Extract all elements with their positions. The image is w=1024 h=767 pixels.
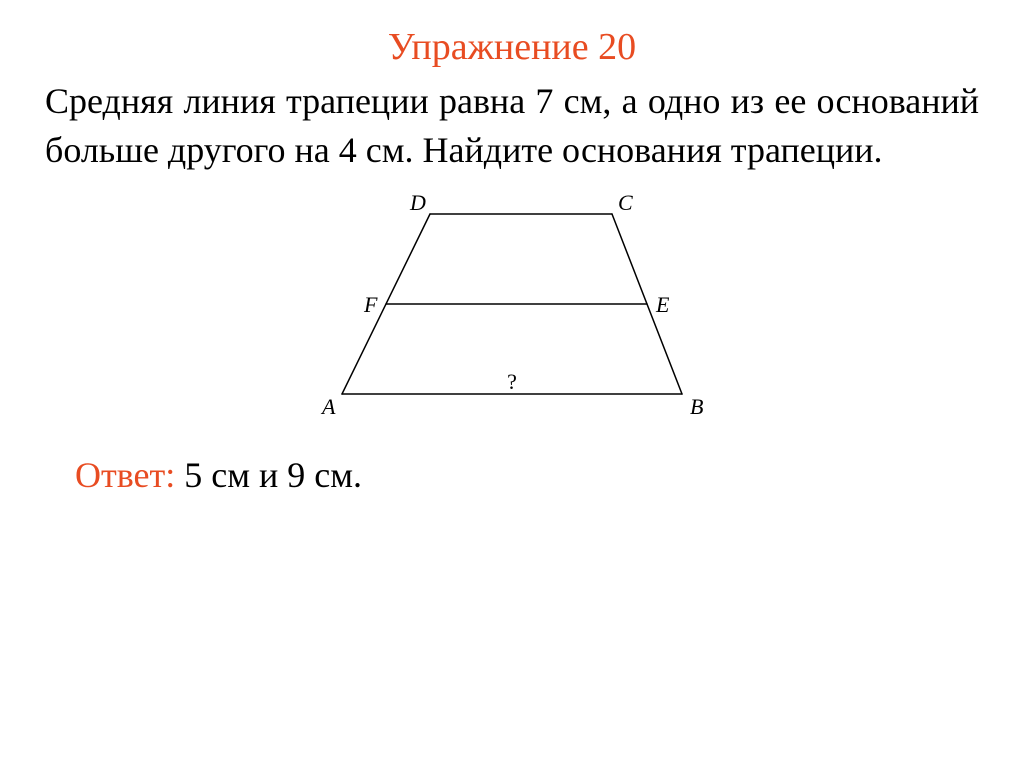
- answer-line: Ответ: 5 см и 9 см.: [45, 454, 979, 496]
- exercise-title: Упражнение 20: [45, 25, 979, 69]
- problem-text: Средняя линия трапеции равна 7 см, а одн…: [45, 77, 979, 174]
- svg-text:C: C: [618, 190, 633, 215]
- svg-text:D: D: [409, 190, 426, 215]
- answer-label: Ответ:: [75, 455, 175, 495]
- svg-text:B: B: [690, 394, 703, 419]
- answer-value: 5 см и 9 см.: [175, 455, 362, 495]
- svg-text:F: F: [363, 292, 378, 317]
- svg-text:A: A: [320, 394, 336, 419]
- trapezoid-figure: A B C D E F?: [302, 184, 722, 434]
- figure-container: A B C D E F?: [45, 184, 979, 439]
- svg-text:E: E: [655, 292, 670, 317]
- slide-page: Упражнение 20 Средняя линия трапеции рав…: [0, 0, 1024, 767]
- svg-text:?: ?: [507, 369, 517, 394]
